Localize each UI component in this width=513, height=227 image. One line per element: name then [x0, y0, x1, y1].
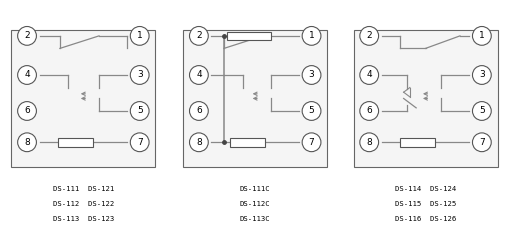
Text: DS-116  DS-126: DS-116 DS-126	[395, 216, 456, 222]
Text: 3: 3	[137, 71, 143, 79]
Text: 5: 5	[309, 106, 314, 116]
Text: DS-113C: DS-113C	[240, 216, 270, 222]
Text: 2: 2	[196, 31, 202, 40]
Circle shape	[130, 133, 149, 152]
Circle shape	[189, 27, 208, 45]
Text: 6: 6	[196, 106, 202, 116]
Bar	[58, 138, 93, 147]
Bar	[353, 30, 498, 167]
Circle shape	[472, 133, 491, 152]
Text: 4: 4	[366, 71, 372, 79]
Text: 7: 7	[137, 138, 143, 147]
Text: 6: 6	[366, 106, 372, 116]
Text: 3: 3	[479, 71, 485, 79]
Circle shape	[130, 66, 149, 84]
Text: 7: 7	[479, 138, 485, 147]
Bar	[227, 32, 271, 40]
Bar	[11, 30, 155, 167]
Text: 2: 2	[24, 31, 30, 40]
Text: 5: 5	[479, 106, 485, 116]
Text: 4: 4	[196, 71, 202, 79]
Text: DS-112C: DS-112C	[240, 201, 270, 207]
Bar	[230, 138, 265, 147]
Circle shape	[130, 102, 149, 120]
Bar	[401, 138, 435, 147]
Circle shape	[360, 27, 379, 45]
Text: 1: 1	[137, 31, 143, 40]
Text: DS-111  DS-121: DS-111 DS-121	[53, 186, 114, 192]
Circle shape	[472, 102, 491, 120]
Circle shape	[17, 133, 36, 152]
Text: 7: 7	[309, 138, 314, 147]
Circle shape	[360, 66, 379, 84]
Text: 1: 1	[479, 31, 485, 40]
Circle shape	[17, 66, 36, 84]
Text: DS-112  DS-122: DS-112 DS-122	[53, 201, 114, 207]
Circle shape	[360, 133, 379, 152]
Circle shape	[360, 102, 379, 120]
Circle shape	[302, 66, 321, 84]
Circle shape	[472, 27, 491, 45]
Circle shape	[472, 66, 491, 84]
Text: 8: 8	[366, 138, 372, 147]
Text: 4: 4	[24, 71, 30, 79]
Circle shape	[189, 102, 208, 120]
Circle shape	[302, 133, 321, 152]
Text: 6: 6	[24, 106, 30, 116]
Circle shape	[130, 27, 149, 45]
Text: DS-114  DS-124: DS-114 DS-124	[395, 186, 456, 192]
Text: DS-111C: DS-111C	[240, 186, 270, 192]
Circle shape	[302, 27, 321, 45]
Text: 8: 8	[196, 138, 202, 147]
Bar	[183, 30, 327, 167]
Text: DS-115  DS-125: DS-115 DS-125	[395, 201, 456, 207]
Text: 1: 1	[309, 31, 314, 40]
Text: 3: 3	[309, 71, 314, 79]
Circle shape	[17, 27, 36, 45]
Circle shape	[17, 102, 36, 120]
Text: 2: 2	[366, 31, 372, 40]
Text: 5: 5	[137, 106, 143, 116]
Text: 8: 8	[24, 138, 30, 147]
Text: DS-113  DS-123: DS-113 DS-123	[53, 216, 114, 222]
Circle shape	[189, 66, 208, 84]
Circle shape	[302, 102, 321, 120]
Circle shape	[189, 133, 208, 152]
